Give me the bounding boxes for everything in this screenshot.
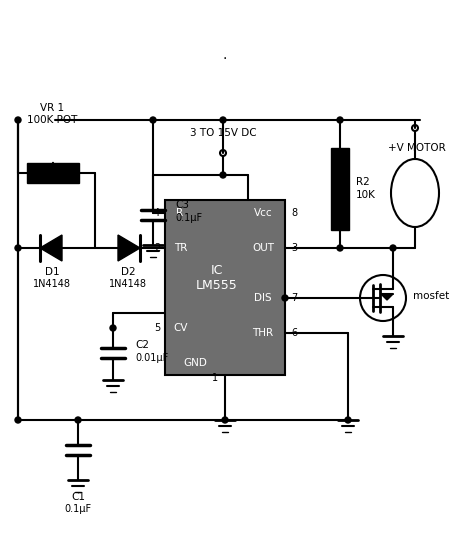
Text: 1N4148: 1N4148	[109, 279, 147, 289]
Circle shape	[75, 417, 81, 423]
Circle shape	[15, 245, 21, 251]
Circle shape	[222, 417, 228, 423]
Text: 10K: 10K	[356, 190, 376, 200]
Text: 7: 7	[291, 293, 297, 303]
Polygon shape	[40, 235, 62, 261]
Text: 0.1µF: 0.1µF	[175, 213, 202, 223]
Bar	[27, 163, 79, 183]
Circle shape	[345, 417, 351, 423]
Bar	[165, 200, 285, 375]
Circle shape	[282, 295, 288, 301]
Text: THR: THR	[253, 328, 273, 338]
Text: 3: 3	[291, 243, 297, 253]
Text: IC
LM555: IC LM555	[196, 264, 238, 292]
Text: C2: C2	[135, 340, 149, 350]
Text: 100K POT: 100K POT	[27, 115, 77, 125]
Text: C3: C3	[175, 200, 189, 210]
Text: 1N4148: 1N4148	[33, 279, 71, 289]
Text: +V MOTOR: +V MOTOR	[388, 143, 446, 153]
Text: R: R	[176, 208, 183, 218]
Text: 6: 6	[291, 328, 297, 338]
Text: 0.1µF: 0.1µF	[64, 504, 91, 514]
Ellipse shape	[391, 159, 439, 227]
Circle shape	[220, 172, 226, 178]
Circle shape	[337, 245, 343, 251]
Text: R2: R2	[356, 177, 370, 187]
Circle shape	[15, 417, 21, 423]
Circle shape	[220, 117, 226, 123]
Text: VR 1: VR 1	[40, 103, 64, 113]
Text: 5: 5	[154, 323, 160, 333]
Circle shape	[110, 325, 116, 331]
Polygon shape	[381, 294, 393, 300]
Text: 2: 2	[154, 243, 160, 253]
Text: 0.01µF: 0.01µF	[135, 353, 168, 363]
Circle shape	[390, 245, 396, 251]
Text: D2: D2	[121, 267, 135, 277]
Text: OUT: OUT	[252, 243, 274, 253]
Text: mosfet: mosfet	[413, 291, 449, 301]
Text: C1: C1	[71, 492, 85, 502]
Bar	[331, 148, 349, 230]
Text: D1: D1	[45, 267, 59, 277]
Text: 8: 8	[291, 208, 297, 218]
Circle shape	[337, 117, 343, 123]
Polygon shape	[118, 235, 140, 261]
Circle shape	[150, 117, 156, 123]
Text: 1: 1	[212, 373, 218, 383]
Text: .: .	[223, 48, 227, 62]
Text: 3 TO 15V DC: 3 TO 15V DC	[190, 128, 256, 138]
Text: Vcc: Vcc	[254, 208, 272, 218]
Text: 4: 4	[154, 208, 160, 218]
Circle shape	[15, 117, 21, 123]
Text: TR: TR	[174, 243, 188, 253]
Text: DIS: DIS	[254, 293, 272, 303]
Text: CV: CV	[174, 323, 188, 333]
Text: GND: GND	[183, 358, 207, 368]
